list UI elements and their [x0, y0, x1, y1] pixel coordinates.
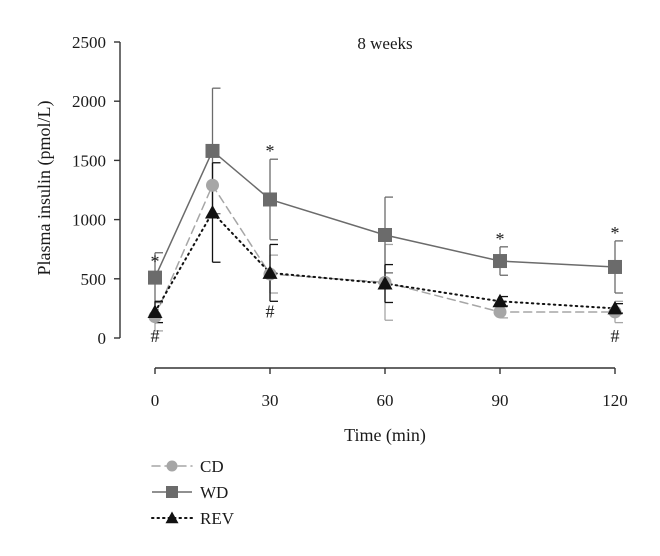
x-axis-title: Time (min): [344, 425, 426, 446]
x-tick-label: 90: [492, 391, 509, 410]
axes: 0 500 1000 1500 2000 2500 0 30 60 90 120: [72, 33, 628, 410]
rev-marker: [492, 293, 508, 308]
x-tick-label: 0: [151, 391, 160, 410]
significance-asterisk: *: [496, 229, 505, 249]
significance-hash: #: [611, 326, 620, 346]
wd-line: [154, 149, 616, 278]
y-tick-label: 1000: [72, 211, 106, 230]
x-tick-label: 30: [262, 391, 279, 410]
wd-marker: [608, 259, 622, 274]
rev-line: [154, 210, 616, 313]
y-tick-label: 1500: [72, 151, 106, 170]
significance-annotations: * * * * # # #: [151, 141, 620, 346]
series-markers: [147, 143, 623, 324]
significance-asterisk: *: [151, 251, 160, 271]
rev-marker: [147, 304, 163, 318]
legend-cd-label: CD: [200, 457, 224, 476]
cd-marker: [493, 305, 507, 319]
rev-marker: [377, 276, 393, 290]
legend-rev-label: REV: [200, 509, 235, 528]
cd-line: [154, 183, 616, 318]
rev-marker: [205, 204, 220, 219]
legend-cd-marker: [166, 460, 178, 472]
y-axis-title: Plasma insulin (pmol/L): [34, 101, 55, 276]
rev-marker: [607, 300, 623, 315]
wd-marker: [148, 270, 162, 285]
x-tick-label: 60: [377, 391, 394, 410]
y-tick-label: 2500: [72, 33, 106, 52]
wd-marker: [493, 254, 507, 269]
legend-wd-marker: [166, 486, 178, 498]
y-tick-label: 2000: [72, 92, 106, 111]
legend: CD WD REV: [151, 457, 235, 528]
significance-asterisk: *: [266, 141, 275, 161]
error-bars: [154, 87, 623, 332]
legend-wd-label: WD: [200, 483, 228, 502]
chart-title: 8 weeks: [357, 34, 412, 53]
y-tick-label: 0: [98, 329, 107, 348]
legend-rev-marker: [165, 511, 179, 524]
cd-marker: [206, 178, 219, 192]
y-tick-label: 500: [81, 270, 107, 289]
wd-marker: [263, 192, 277, 207]
significance-asterisk: *: [611, 223, 620, 243]
wd-marker: [205, 143, 220, 158]
wd-marker: [378, 227, 392, 242]
rev-marker: [262, 265, 278, 279]
significance-hash: #: [266, 301, 275, 321]
series-lines: [154, 149, 616, 318]
significance-hash: #: [151, 326, 160, 346]
x-tick-label: 120: [602, 391, 628, 410]
